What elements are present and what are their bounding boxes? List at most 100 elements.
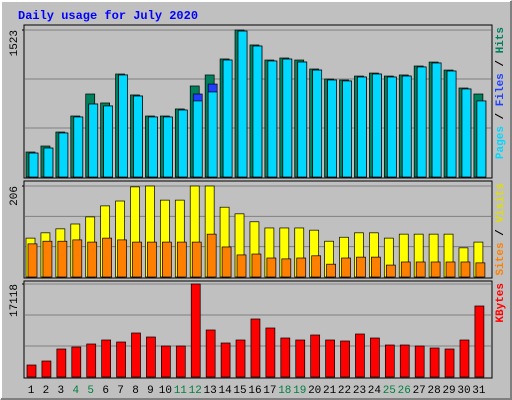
bar: [400, 261, 411, 278]
bar: [205, 329, 216, 378]
bar: [401, 75, 412, 178]
bar: [311, 255, 322, 278]
x-tick-label: 13: [204, 385, 217, 397]
bar: [296, 257, 307, 278]
bar: [57, 240, 68, 278]
bar: [28, 152, 39, 178]
bar: [295, 339, 306, 378]
y-tick-label: 206: [9, 186, 21, 206]
bar: [325, 339, 335, 378]
bar: [103, 105, 114, 178]
bar: [71, 346, 82, 378]
x-tick-label: 10: [159, 385, 172, 397]
bar: [372, 73, 382, 178]
bar: [251, 253, 262, 278]
bar: [429, 347, 440, 378]
bar: [357, 76, 367, 178]
bar: [341, 257, 351, 278]
x-tick-label: 11: [174, 385, 188, 397]
bar: [267, 60, 278, 178]
bar: [370, 337, 380, 378]
legend: Sites / Visits: [495, 183, 507, 275]
bar: [56, 348, 67, 378]
bar: [415, 261, 426, 278]
bar: [175, 345, 186, 378]
bar: [355, 333, 365, 378]
x-tick-label: 29: [442, 385, 455, 397]
bar: [73, 116, 84, 178]
bar: [399, 344, 410, 378]
bar: [192, 100, 203, 178]
bar: [116, 341, 126, 378]
x-tick-label: 26: [398, 385, 411, 397]
bar: [207, 91, 218, 178]
bar: [384, 344, 395, 378]
bar: [177, 109, 188, 178]
x-tick-label: 18: [278, 385, 291, 397]
x-tick-label: 28: [428, 385, 441, 397]
bar: [206, 233, 217, 278]
bar: [41, 360, 52, 378]
bar: [430, 261, 441, 278]
bar: [146, 336, 156, 378]
x-tick-label: 19: [293, 385, 306, 397]
bar: [101, 339, 112, 378]
bar: [431, 62, 442, 178]
bar: [235, 339, 246, 378]
x-tick-label: 12: [189, 385, 202, 397]
chart-title: Daily usage for July 2020: [18, 9, 198, 23]
legend-entry: Visits: [495, 183, 507, 223]
bar: [27, 243, 38, 278]
bar: [414, 345, 425, 378]
legend-entry: KBytes: [495, 283, 507, 323]
bar: [356, 256, 366, 278]
x-tick-label: 17: [263, 385, 276, 397]
x-tick-label: 24: [368, 385, 382, 397]
x-tick-label: 25: [383, 385, 396, 397]
bar: [147, 241, 157, 278]
bar: [58, 132, 69, 178]
bar: [117, 239, 127, 278]
bar: [280, 337, 291, 378]
bar: [102, 237, 113, 278]
x-tick-label: 31: [472, 385, 486, 397]
bar: [476, 100, 487, 178]
x-tick-label: 20: [308, 385, 321, 397]
bar: [310, 334, 321, 378]
bar: [221, 246, 232, 278]
x-tick-label: 23: [353, 385, 366, 397]
bar: [371, 256, 381, 278]
bar: [446, 70, 457, 178]
x-tick-label: 5: [87, 385, 94, 397]
x-tick-label: 3: [58, 385, 65, 397]
legend-entry: Pages: [495, 126, 507, 159]
bar: [386, 76, 397, 178]
bar: [281, 258, 292, 278]
x-tick-label: 8: [132, 385, 139, 397]
bar: [385, 264, 396, 278]
bar: [282, 58, 293, 178]
bar: [459, 339, 470, 378]
y-tick-label: 17118: [9, 284, 21, 317]
x-tick-label: 1: [28, 385, 35, 397]
y-tick-label: 1523: [9, 30, 21, 56]
bar: [88, 103, 99, 178]
x-tick-label: 22: [338, 385, 351, 397]
bar: [87, 241, 98, 278]
legend-entry: Sites: [495, 242, 507, 275]
bar: [42, 240, 53, 278]
bar: [43, 147, 54, 178]
bar: [475, 262, 486, 278]
bar: [416, 66, 427, 178]
x-tick-label: 21: [323, 385, 337, 397]
x-tick-label: 15: [233, 385, 246, 397]
bar: [162, 241, 172, 278]
bar: [444, 348, 455, 378]
legend: KBytes: [495, 283, 507, 323]
legend-separator: /: [495, 106, 507, 126]
bar: [133, 95, 143, 178]
bar: [86, 343, 97, 378]
bar: [326, 263, 336, 278]
